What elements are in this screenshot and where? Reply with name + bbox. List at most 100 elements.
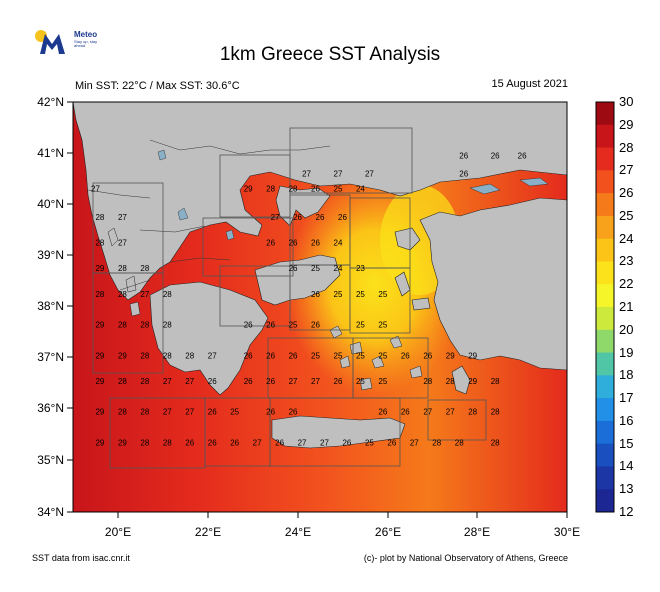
colorbar-tick-label: 29 bbox=[619, 116, 634, 132]
colorbar-segment bbox=[596, 489, 614, 513]
sst-value-label: 26 bbox=[289, 408, 298, 417]
sst-value-label: 28 bbox=[468, 408, 477, 417]
sst-value-label: 28 bbox=[266, 185, 275, 194]
sst-value-label: 28 bbox=[423, 377, 432, 386]
axis-ticks bbox=[67, 101, 568, 518]
sst-value-label: 27 bbox=[271, 213, 280, 222]
sst-value-label: 28 bbox=[432, 438, 441, 447]
sst-value-label: 29 bbox=[95, 264, 104, 273]
sst-value-label: 29 bbox=[95, 438, 104, 447]
sst-value-label: 26 bbox=[459, 151, 468, 160]
sst-value-label: 28 bbox=[289, 185, 298, 194]
y-tick-label: 42°N bbox=[37, 95, 64, 109]
colorbar-tick-label: 18 bbox=[619, 367, 634, 383]
colorbar-segment bbox=[596, 375, 614, 399]
sst-value-label: 26 bbox=[244, 377, 253, 386]
colorbar-frame bbox=[595, 101, 615, 513]
sst-value-label: 28 bbox=[491, 438, 500, 447]
y-tick-label: 37°N bbox=[37, 350, 64, 364]
colorbar-tick-label: 16 bbox=[619, 412, 634, 428]
sst-value-label: 23 bbox=[356, 264, 365, 273]
sst-value-label: 28 bbox=[118, 290, 127, 299]
sst-value-label: 25 bbox=[334, 351, 343, 360]
sst-value-label: 27 bbox=[118, 213, 127, 222]
sst-value-label: 28 bbox=[118, 321, 127, 330]
colorbar-tick-label: 25 bbox=[619, 207, 634, 223]
sst-value-label: 29 bbox=[95, 351, 104, 360]
sst-value-label: 26 bbox=[401, 351, 410, 360]
sst-value-label: 24 bbox=[334, 239, 343, 248]
sst-value-label: 25 bbox=[334, 290, 343, 299]
colorbar-segment bbox=[596, 261, 614, 285]
sst-value-label: 26 bbox=[423, 351, 432, 360]
sst-value-label: 29 bbox=[95, 377, 104, 386]
sst-value-label: 27 bbox=[334, 169, 343, 178]
sst-value-label: 29 bbox=[446, 351, 455, 360]
sst-value-label: 26 bbox=[289, 239, 298, 248]
sst-value-label: 26 bbox=[244, 321, 253, 330]
sst-value-label: 28 bbox=[163, 290, 172, 299]
colorbar-tick-label: 12 bbox=[619, 504, 634, 519]
y-tick-label: 35°N bbox=[37, 453, 64, 467]
sst-value-label: 26 bbox=[275, 438, 284, 447]
colorbar-tick-label: 27 bbox=[619, 162, 634, 178]
y-tick-label: 38°N bbox=[37, 299, 64, 313]
colorbar-tick-label: 30 bbox=[619, 94, 634, 109]
colorbar-tick-label: 20 bbox=[619, 321, 634, 337]
sst-value-label: 28 bbox=[455, 438, 464, 447]
sst-value-label: 25 bbox=[356, 377, 365, 386]
sst-value-label: 25 bbox=[311, 264, 320, 273]
sst-value-label: 27 bbox=[320, 438, 329, 447]
sst-value-label: 26 bbox=[316, 213, 325, 222]
sst-value-label: 26 bbox=[338, 213, 347, 222]
colorbar-segment bbox=[596, 215, 614, 240]
sst-value-label: 27 bbox=[446, 408, 455, 417]
sst-value-label: 27 bbox=[289, 377, 298, 386]
map-frame bbox=[72, 101, 568, 513]
analysis-date: 15 August 2021 bbox=[491, 78, 568, 90]
sst-value-label: 26 bbox=[244, 351, 253, 360]
sst-value-label: 28 bbox=[118, 264, 127, 273]
admin-borders bbox=[87, 139, 331, 291]
sst-value-label: 27 bbox=[423, 408, 432, 417]
colorbar-segment bbox=[596, 466, 614, 490]
sst-value-label: 26 bbox=[401, 408, 410, 417]
colorbar-segment bbox=[596, 329, 614, 354]
y-tick-label: 34°N bbox=[37, 505, 64, 519]
sst-value-label: 26 bbox=[387, 438, 396, 447]
sst-value-label: 26 bbox=[311, 239, 320, 248]
sst-value-label: 28 bbox=[185, 351, 194, 360]
colorbar-segment bbox=[596, 193, 614, 217]
sst-value-label: 26 bbox=[311, 321, 320, 330]
x-tick-label: 24°E bbox=[284, 525, 312, 539]
sst-value-label: 27 bbox=[365, 169, 374, 178]
sst-value-label: 28 bbox=[163, 351, 172, 360]
colorbar-segment bbox=[596, 398, 614, 422]
marmara-lakes bbox=[469, 177, 549, 195]
map-plot-area: 27 29 28 28 26 25 24 27 27 27 26 26 26 26 28 27 27 26 26 26… bbox=[73, 102, 567, 512]
sst-value-label: 29 bbox=[95, 408, 104, 417]
sst-value-label: 27 bbox=[118, 239, 127, 248]
sst-value-label: 29 bbox=[468, 377, 477, 386]
sst-value-label: 29 bbox=[95, 321, 104, 330]
sst-value-label: 26 bbox=[208, 408, 217, 417]
cyclades-islands bbox=[329, 325, 423, 391]
sst-value-label: 27 bbox=[311, 377, 320, 386]
sst-value-label: 26 bbox=[311, 290, 320, 299]
y-tick-label: 36°N bbox=[37, 401, 64, 415]
y-tick-label: 40°N bbox=[37, 197, 64, 211]
sst-value-label: 29 bbox=[118, 351, 127, 360]
ionian-islands bbox=[107, 227, 141, 317]
sst-value-label: 26 bbox=[293, 213, 302, 222]
colorbar-segment bbox=[596, 443, 614, 467]
colorbar-segment bbox=[596, 124, 614, 149]
y-tick-label: 41°N bbox=[37, 146, 64, 160]
sst-value-label: 28 bbox=[140, 264, 149, 273]
subregion-boxes bbox=[92, 127, 487, 469]
sst-value-label: 26 bbox=[266, 377, 275, 386]
colorbar-segment bbox=[596, 170, 614, 194]
sst-value-label: 28 bbox=[95, 213, 104, 222]
colorbar-tick-label: 21 bbox=[619, 299, 634, 314]
colorbar-segment bbox=[596, 284, 614, 308]
min-max-sst: Min SST: 22°C / Max SST: 30.6°C bbox=[75, 80, 240, 92]
